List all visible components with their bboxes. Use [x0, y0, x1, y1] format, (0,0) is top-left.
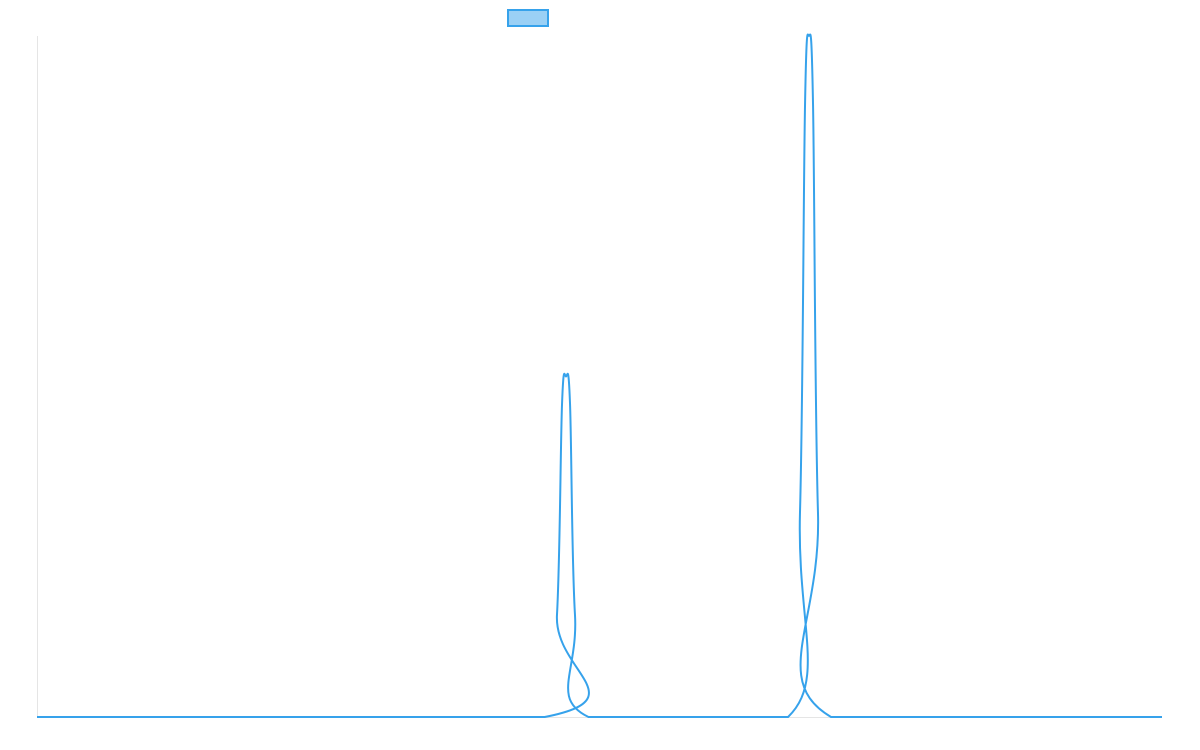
series-line-1	[36, 33, 1162, 719]
series-layer	[36, 33, 1162, 719]
legend-swatch-series-1[interactable]	[507, 9, 549, 27]
legend[interactable]	[507, 9, 549, 27]
